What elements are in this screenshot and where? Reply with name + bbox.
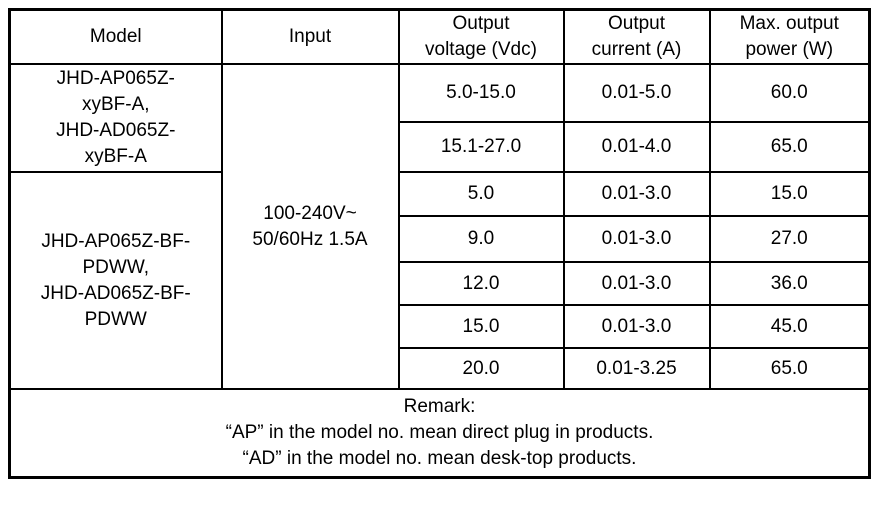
input-cell: 100-240V~ 50/60Hz 1.5A (220, 63, 400, 390)
header-output-current: Output current (A) (562, 8, 711, 65)
voltage-cell-r2: 15.1-27.0 (397, 121, 565, 173)
header-output-current-line2: current (A) (591, 39, 682, 60)
current-cell-r5: 0.01-3.0 (562, 261, 711, 306)
remark-cell: Remark: “AP” in the model no. mean direc… (8, 388, 871, 478)
header-model-label: Model (89, 26, 142, 47)
remark-row: Remark: “AP” in the model no. mean direc… (8, 388, 871, 478)
model-group-2-cell: JHD-AP065Z-BF- PDWW, JHD-AD065Z-BF- PDWW (8, 171, 223, 390)
header-output-current-line1: Output (607, 13, 666, 34)
power-cell-r4: 27.0 (708, 215, 871, 263)
current-cell-r4: 0.01-3.0 (562, 215, 711, 263)
voltage-cell-r4: 9.0 (397, 215, 565, 263)
power-cell-r5: 36.0 (708, 261, 871, 306)
power-spec-table: Model Input Output voltage (Vdc) Output … (8, 8, 871, 479)
header-input: Input (220, 8, 400, 65)
model-group-2-line3: JHD-AD065Z-BF- (40, 282, 191, 304)
voltage-cell-r6: 15.0 (397, 304, 565, 349)
input-value-line2: 50/60Hz 1.5A (252, 228, 368, 250)
model-group-2-line2: PDWW, (82, 256, 150, 278)
model-group-2-line4: PDWW (84, 308, 147, 330)
model-group-1-line2: xyBF-A, (81, 94, 150, 115)
header-output-voltage-line2: voltage (Vdc) (425, 39, 537, 60)
remark-line-ap: “AP” in the model no. mean direct plug i… (225, 421, 654, 443)
current-cell-r6: 0.01-3.0 (562, 304, 711, 349)
power-cell-r7: 65.0 (708, 347, 871, 390)
current-cell-r3: 0.01-3.0 (562, 171, 711, 217)
table-row-2: 15.1-27.0 0.01-4.0 65.0 (10, 121, 871, 173)
current-cell-r2: 0.01-4.0 (562, 121, 711, 173)
table-row-4: 9.0 0.01-3.0 27.0 (10, 215, 871, 263)
table-row-7: 20.0 0.01-3.25 65.0 (10, 347, 871, 390)
model-group-1-line4: xyBF-A (84, 146, 147, 167)
model-group-1-line3: JHD-AD065Z- (56, 120, 176, 141)
header-max-output-power: Max. output power (W) (708, 8, 871, 65)
header-model: Model (8, 8, 223, 65)
power-cell-r2: 65.0 (708, 121, 871, 173)
voltage-cell-r1: 5.0-15.0 (397, 63, 565, 123)
header-output-voltage-line1: Output (452, 13, 510, 34)
current-cell-r1: 0.01-5.0 (562, 63, 711, 123)
power-cell-r3: 15.0 (708, 171, 871, 217)
model-group-1-line1: JHD-AP065Z- (56, 68, 175, 89)
header-input-label: Input (288, 26, 332, 47)
voltage-cell-r5: 12.0 (397, 261, 565, 306)
header-output-voltage: Output voltage (Vdc) (397, 8, 565, 65)
header-max-output-power-line2: power (W) (745, 39, 834, 60)
table-row-6: 15.0 0.01-3.0 45.0 (10, 304, 871, 349)
table-row-3: JHD-AP065Z-BF- PDWW, JHD-AD065Z-BF- PDWW… (8, 171, 871, 390)
remark-title: Remark: (403, 395, 476, 417)
model-group-2-line1: JHD-AP065Z-BF- (41, 230, 191, 252)
remark-line-ad: “AD” in the model no. mean desk-top prod… (242, 447, 637, 469)
current-cell-r7: 0.01-3.25 (562, 347, 711, 390)
input-value-line1: 100-240V~ (263, 202, 357, 224)
header-row: Model Input Output voltage (Vdc) Output … (8, 8, 871, 65)
power-cell-r6: 45.0 (708, 304, 871, 349)
model-group-1-cell: JHD-AP065Z- xyBF-A, JHD-AD065Z- xyBF-A (8, 63, 223, 173)
header-max-output-power-line1: Max. output (739, 13, 839, 34)
table-row-1: JHD-AP065Z- xyBF-A, JHD-AD065Z- xyBF-A 1… (8, 63, 871, 390)
voltage-cell-r3: 5.0 (397, 171, 565, 217)
power-cell-r1: 60.0 (708, 63, 871, 123)
voltage-cell-r7: 20.0 (397, 347, 565, 390)
table-row-5: 12.0 0.01-3.0 36.0 (10, 261, 871, 306)
